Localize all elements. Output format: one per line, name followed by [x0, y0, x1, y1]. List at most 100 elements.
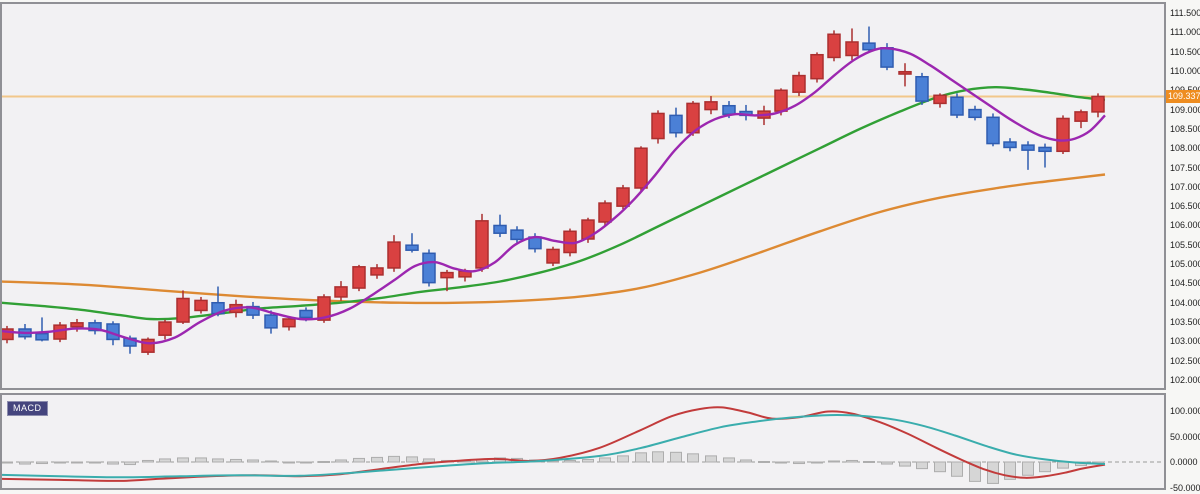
macd-histogram-bar [828, 460, 840, 463]
price-axis-label: 111.000 [1170, 27, 1200, 38]
macd-histogram-bar [740, 459, 752, 463]
candle-bear[interactable] [510, 226, 524, 243]
macd-histogram-bar [916, 461, 928, 470]
price-axis-label: 103.500 [1170, 317, 1200, 328]
macd-panel[interactable]: MACD [0, 393, 1166, 490]
macd-histogram-bar [951, 461, 963, 477]
macd-histogram-bar [71, 461, 83, 464]
macd-axis-label: 0.0000 [1170, 457, 1198, 467]
macd-histogram-bar [758, 460, 770, 463]
candle-bull[interactable] [158, 319, 172, 340]
candle-bear[interactable] [986, 113, 1000, 147]
macd-histogram-bar [1057, 461, 1069, 469]
candle-bear[interactable] [739, 104, 753, 121]
candle-bull[interactable] [792, 71, 806, 97]
candle-bull[interactable] [194, 296, 208, 314]
candle-bull[interactable] [898, 63, 912, 87]
candle-bear[interactable] [405, 233, 419, 253]
candle-bull[interactable] [1074, 109, 1088, 129]
candle-bear[interactable] [968, 105, 982, 121]
macd-histogram-bar [142, 459, 154, 463]
candle-bull[interactable] [141, 337, 155, 355]
price-axis-label: 108.500 [1170, 123, 1200, 134]
macd-histogram-bar [36, 461, 48, 465]
price-axis-label: 106.500 [1170, 201, 1200, 212]
macd-histogram-bar [230, 458, 242, 463]
macd-histogram-bar [159, 458, 171, 463]
candle-bear[interactable] [35, 317, 49, 342]
macd-histogram-bar [670, 451, 682, 463]
price-axis-label: 108.000 [1170, 143, 1200, 154]
macd-indicator-badge[interactable]: MACD [7, 401, 48, 416]
candle-bull[interactable] [651, 110, 665, 144]
macd-histogram-bar [863, 460, 875, 463]
macd-histogram-bar [247, 459, 259, 463]
candle-bull[interactable] [634, 146, 648, 192]
candle-bull[interactable] [598, 200, 612, 226]
candle-bull[interactable] [616, 184, 630, 210]
candle-bull[interactable] [370, 264, 384, 279]
price-chart-canvas[interactable] [2, 4, 1164, 388]
macd-histogram-bar [124, 461, 136, 466]
candle-bear[interactable] [246, 301, 260, 319]
candle-bear[interactable] [862, 26, 876, 53]
candle-bull[interactable] [774, 88, 788, 116]
candle-bull[interactable] [1091, 93, 1105, 118]
macd-histogram-bar [652, 451, 664, 463]
candle-bull[interactable] [827, 30, 841, 62]
price-axis-label: 111.500 [1170, 8, 1200, 18]
price-chart-panel[interactable] [0, 2, 1166, 390]
macd-histogram-bar [705, 455, 717, 463]
price-axis-label: 105.000 [1170, 259, 1200, 270]
candle-bull[interactable] [2, 325, 14, 344]
candle-bull[interactable] [176, 290, 190, 324]
price-axis-label: 109.000 [1170, 104, 1200, 115]
price-axis-label: 104.000 [1170, 297, 1200, 308]
macd-histogram-bar [723, 457, 735, 463]
candle-bear[interactable] [950, 93, 964, 119]
price-axis-label: 105.500 [1170, 239, 1200, 250]
macd-axis-label: 100.0000 [1170, 406, 1200, 416]
candle-bear[interactable] [915, 72, 929, 105]
value-axis-strip[interactable]: 111.500111.000110.500110.000109.500109.0… [1168, 0, 1200, 494]
macd-canvas[interactable] [2, 395, 1164, 488]
candle-bull[interactable] [387, 235, 401, 272]
candle-bear[interactable] [1038, 143, 1052, 168]
macd-histogram-bar [1004, 461, 1016, 480]
candle-bull[interactable] [282, 316, 296, 331]
macd-histogram-bar [212, 458, 224, 463]
macd-histogram-bar [881, 461, 893, 465]
candle-bear[interactable] [493, 214, 507, 238]
candle-bull[interactable] [845, 28, 859, 61]
macd-histogram-bar [775, 461, 787, 464]
candle-bull[interactable] [475, 213, 489, 272]
candle-bull[interactable] [334, 281, 348, 301]
current-price-tag: 109.337 [1166, 90, 1200, 104]
ma-mid-line [2, 85, 1106, 321]
candle-bull[interactable] [440, 269, 454, 292]
candle-bull[interactable] [546, 246, 560, 267]
macd-histogram-bar [599, 457, 611, 463]
candle-bull[interactable] [810, 52, 824, 83]
candle-bull[interactable] [1056, 115, 1070, 155]
macd-histogram-bar [318, 460, 330, 463]
macd-histogram-bar [107, 461, 119, 465]
macd-histogram-bar [300, 461, 312, 464]
candle-bull[interactable] [352, 264, 366, 292]
candle-bear[interactable] [88, 319, 102, 335]
candle-bear[interactable] [1021, 141, 1035, 170]
candle-bull[interactable] [933, 93, 947, 108]
macd-histogram-bar [1039, 461, 1051, 473]
candle-bear[interactable] [422, 249, 436, 287]
macd-histogram-bar [283, 461, 295, 464]
price-axis-label: 107.000 [1170, 181, 1200, 192]
price-axis-label: 104.500 [1170, 278, 1200, 289]
macd-histogram-bar [793, 461, 805, 465]
macd-histogram-bar [811, 461, 823, 464]
candle-bear[interactable] [669, 107, 683, 138]
candle-bear[interactable] [264, 310, 278, 334]
ma-fast-line [2, 46, 1106, 345]
macd-axis-label: 50.0000 [1170, 431, 1200, 442]
candle-bull[interactable] [704, 96, 718, 115]
candle-bear[interactable] [1003, 138, 1017, 152]
